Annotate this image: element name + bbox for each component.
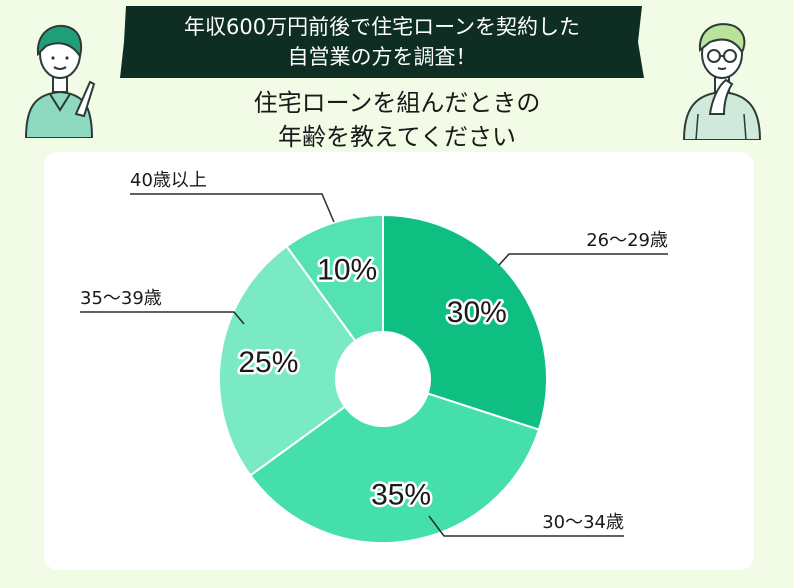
category-label-2: 30〜34歳 [542,512,624,533]
banner-line-1: 年収600万円前後で住宅ローンを契約した [118,12,646,42]
donut-chart: 30% 26〜29歳 35% 30〜34歳 25% 35〜39歳 10% 40歳以上 [44,152,754,570]
category-label-3: 35〜39歳 [80,288,162,309]
title-banner: 年収600万円前後で住宅ローンを契約した 自営業の方を調査！ [118,6,646,78]
man-illustration [680,14,764,144]
category-label-4: 40歳以上 [130,170,207,191]
category-label-1: 26〜29歳 [586,230,668,251]
percent-label-2: 35% [371,479,431,512]
leader-line-4 [130,194,334,222]
chart-card: 30% 26〜29歳 35% 30〜34歳 25% 35〜39歳 10% 40歳以上 [44,152,754,570]
banner-line-2: 自営業の方を調査！ [118,42,646,72]
question-line-2: 年齢を教えてください [200,120,594,154]
question-line-1: 住宅ローンを組んだときの [200,86,594,120]
leader-line-1 [499,254,668,265]
percent-label-1: 30% [447,296,507,329]
survey-question: 住宅ローンを組んだときの 年齢を教えてください [200,86,594,154]
donut-hole [335,331,431,427]
percent-label-4: 10% [317,254,377,287]
leader-line-3 [80,312,244,324]
banner-title: 年収600万円前後で住宅ローンを契約した 自営業の方を調査！ [118,12,646,72]
percent-label-3: 25% [238,346,298,379]
woman-illustration [20,14,100,142]
